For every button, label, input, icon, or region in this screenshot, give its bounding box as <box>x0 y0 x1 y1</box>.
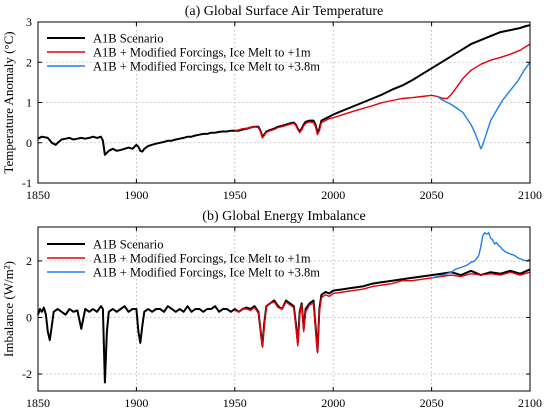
x-tick-label: 1950 <box>223 396 247 408</box>
y-tick-label: 1 <box>26 96 32 110</box>
x-tick-label: 2100 <box>518 396 542 408</box>
series-line-ice-1m-panel-b <box>234 271 531 354</box>
series-line-a1b-panel-b <box>37 268 531 384</box>
legend-label-ice-1m: A1B + Modified Forcings, Ice Melt to +1m <box>93 252 311 266</box>
x-tick-label: 1950 <box>223 188 247 202</box>
y-tick-label: 2 <box>26 55 32 69</box>
x-tick-label: 2050 <box>420 188 444 202</box>
x-tick-label: 1900 <box>124 396 148 408</box>
y-tick-label: -1 <box>22 176 32 190</box>
x-tick-label: 2000 <box>321 396 345 408</box>
series-line-ice-3-8m-panel-a <box>437 61 531 150</box>
series-line-ice-1m-panel-a <box>234 43 531 139</box>
panel-a: 1850 1900 1950 2000 2050 2100 -1 0 1 2 3 (a) Global… <box>1 4 542 202</box>
chart-title: (a) Global Surface Air Temperature <box>185 4 384 19</box>
x-tick-label: 2000 <box>321 188 345 202</box>
legend-label-ice-1m: A1B + Modified Forcings, Ice Melt to +1m <box>93 46 311 60</box>
legend-label-ice-3-8m: A1B + Modified Forcings, Ice Melt to +3.… <box>93 60 320 74</box>
y-axis-label: Temperature Anomaly (°C) <box>1 31 16 173</box>
chart-title: (b) Global Energy Imbalance <box>202 209 365 224</box>
legend-label-ice-3-8m: A1B + Modified Forcings, Ice Melt to +3.… <box>93 266 320 280</box>
y-tick-label: 3 <box>26 15 32 29</box>
y-tick-label: 0 <box>26 310 32 324</box>
x-tick-label: 2100 <box>518 188 542 202</box>
series-line-a1b-panel-a <box>37 24 531 156</box>
legend-label-a1b: A1B Scenario <box>93 238 163 252</box>
legend-label-a1b: A1B Scenario <box>93 32 163 46</box>
x-tick-label: 1850 <box>26 396 50 408</box>
series-line-ice-3-8m-panel-b <box>431 232 531 279</box>
plot-frame <box>37 226 531 392</box>
x-tick-label: 2050 <box>420 396 444 408</box>
x-tick-label: 1900 <box>124 188 148 202</box>
y-tick-label: 0 <box>26 136 32 150</box>
panel-b: 1850 1900 1950 2000 2050 2100 -2 0 2 (b) Global E… <box>1 209 542 408</box>
y-tick-label: 2 <box>26 254 32 268</box>
y-axis-label: Imbalance (W/m²) <box>1 261 16 357</box>
y-tick-label: -2 <box>22 367 32 381</box>
x-tick-label: 1850 <box>26 188 50 202</box>
